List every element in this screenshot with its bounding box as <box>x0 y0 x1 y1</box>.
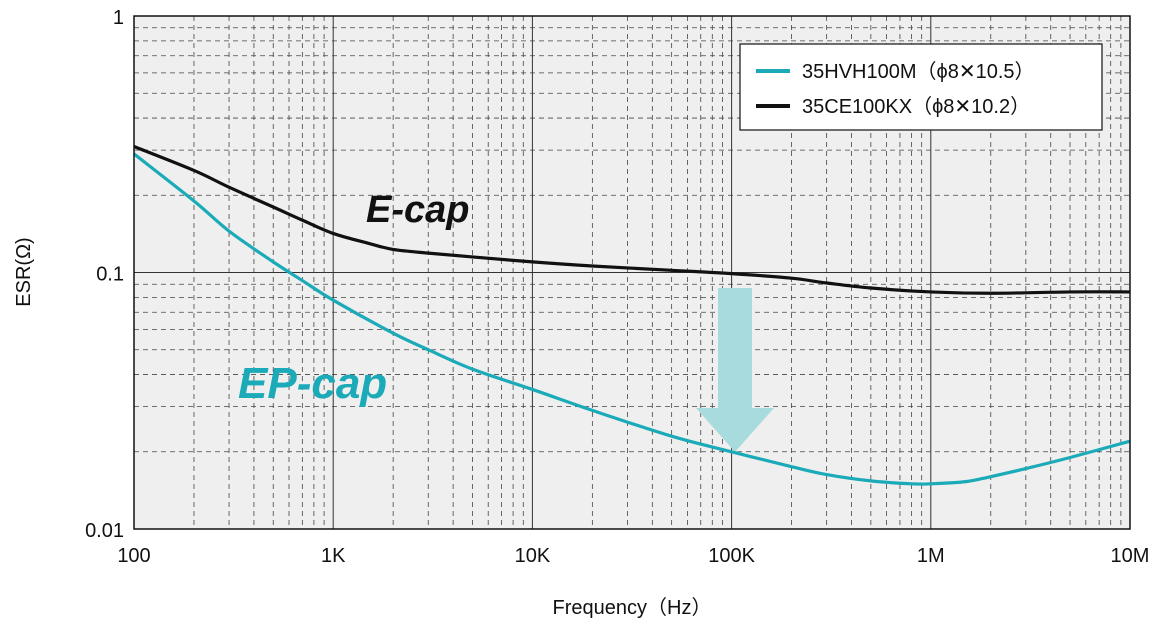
x-axis-title: Frequency（Hz） <box>553 596 712 619</box>
legend: 35HVH100M（ϕ8✕10.5） 35CE100KX（ϕ8✕10.2） <box>739 43 1103 131</box>
series-line-0 <box>133 152 1131 486</box>
x-tick-label: 10K <box>515 545 551 567</box>
x-tick-labels: 100 1K 10K 100K 1M 10M <box>117 545 1149 567</box>
y-tick-label: 0.1 <box>96 264 124 286</box>
annotation-e-cap: E-cap <box>366 189 469 231</box>
y-axis-title: ESR(Ω) <box>13 237 35 306</box>
x-tick-label: 100K <box>708 545 755 567</box>
annotation-ep-cap: EP-cap <box>238 359 387 408</box>
legend-box <box>739 43 1103 131</box>
y-tick-label: 0.01 <box>85 520 124 542</box>
x-tick-label: 1M <box>917 545 945 567</box>
x-tick-label: 100 <box>117 545 150 567</box>
x-tick-label: 1K <box>321 545 346 567</box>
y-tick-label: 1 <box>113 7 124 29</box>
series-line-1 <box>133 144 1131 295</box>
x-tick-label: 10M <box>1111 545 1150 567</box>
series-layer <box>133 144 1131 486</box>
y-tick-labels: 0.01 0.1 1 <box>85 7 124 542</box>
plot-frame <box>133 15 1131 530</box>
reduction-arrow <box>718 288 752 410</box>
legend-label-ep: 35HVH100M（ϕ8✕10.5） <box>802 60 1035 83</box>
legend-label-e: 35CE100KX（ϕ8✕10.2） <box>802 95 1030 118</box>
reduction-arrow-head <box>696 408 774 452</box>
